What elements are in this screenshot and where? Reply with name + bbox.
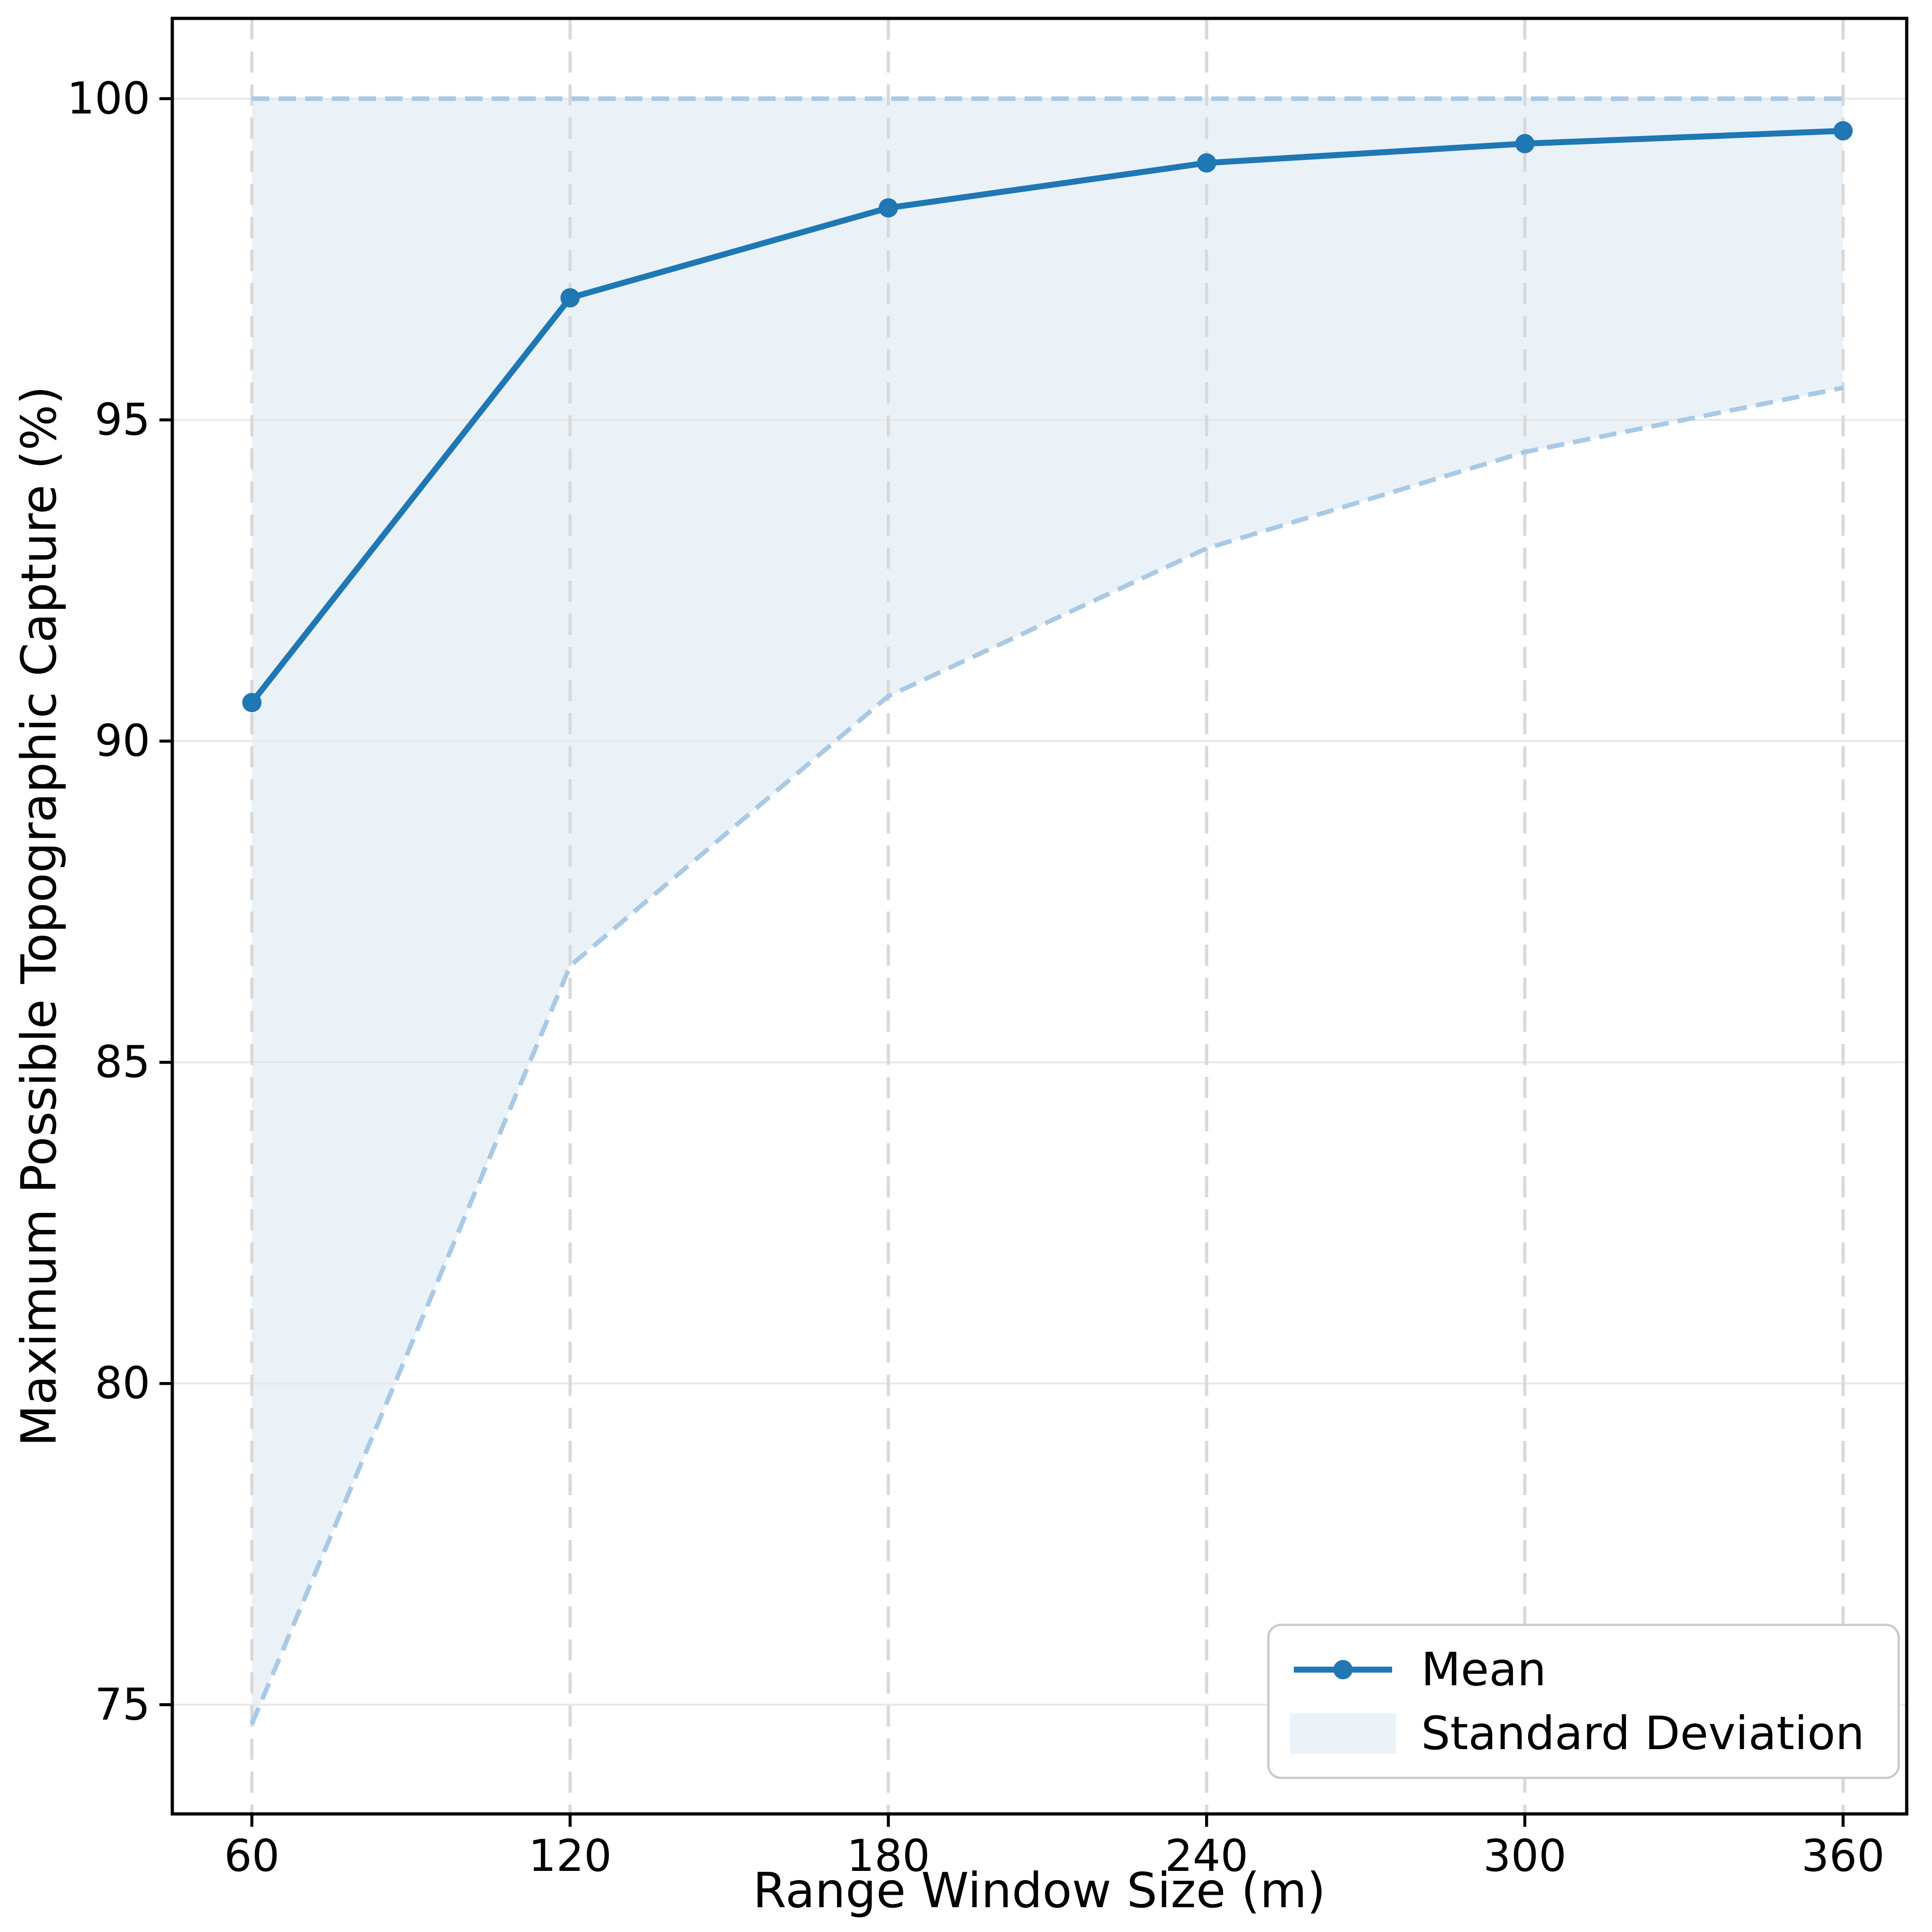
y-tick-label: 85 (95, 1037, 150, 1088)
x-tick-label: 240 (1165, 1831, 1248, 1881)
y-tick-label: 75 (95, 1679, 150, 1730)
y-tick-label: 90 (95, 716, 150, 766)
legend: Mean Standard Deviation (1267, 1624, 1900, 1779)
legend-item-mean: Mean (1290, 1643, 1877, 1696)
x-tick-label: 360 (1802, 1831, 1885, 1881)
legend-std-swatch (1290, 1713, 1396, 1754)
mean-marker (1515, 134, 1535, 153)
y-tick-label: 100 (67, 74, 150, 124)
mean-marker (878, 198, 898, 218)
mean-marker (1833, 121, 1853, 141)
x-tick-label: 300 (1483, 1831, 1566, 1881)
x-tick-label: 120 (528, 1831, 612, 1881)
y-tick-label: 95 (95, 395, 150, 445)
std-band-fill (252, 98, 1843, 1724)
y-axis-label: Maximum Possible Topographic Capture (%) (11, 385, 67, 1447)
legend-mean-swatch (1294, 1660, 1392, 1679)
x-tick-label: 60 (224, 1831, 280, 1881)
x-axis-label: Range Window Size (m) (753, 1863, 1326, 1919)
mean-marker (560, 288, 580, 308)
y-tick-label: 80 (95, 1358, 150, 1409)
legend-label-std: Standard Deviation (1421, 1706, 1865, 1760)
x-tick-label: 180 (847, 1831, 930, 1881)
mean-marker (1197, 153, 1217, 173)
std-band-lower-edge (249, 385, 1844, 1725)
legend-label-mean: Mean (1421, 1643, 1547, 1696)
mean-marker (242, 693, 262, 713)
mean-line (249, 128, 1846, 706)
plot-border (170, 17, 1909, 1816)
legend-item-std: Standard Deviation (1290, 1706, 1877, 1760)
